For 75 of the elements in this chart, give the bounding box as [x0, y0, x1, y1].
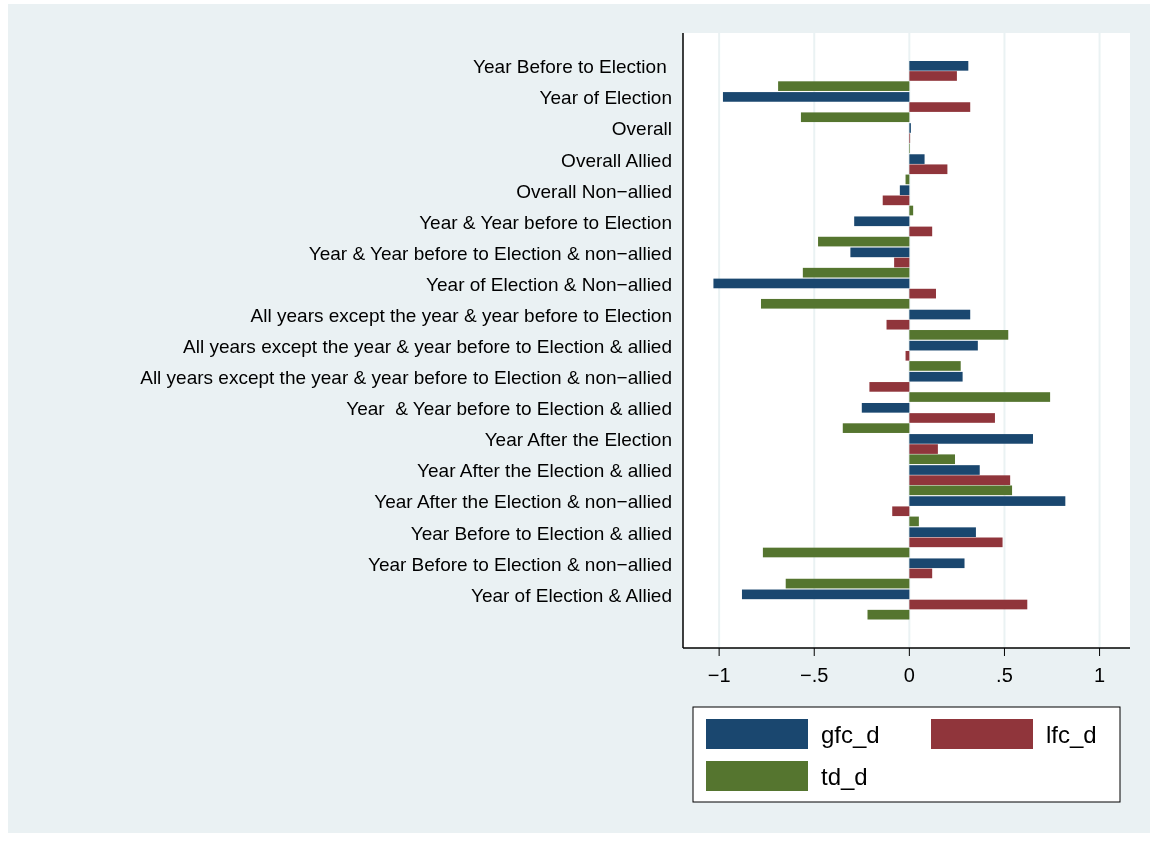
y-tick-label: Year & Year before to Election & non−allied — [308, 242, 672, 264]
bar — [909, 205, 914, 216]
x-tick-label: .5 — [996, 664, 1013, 686]
bar — [909, 288, 936, 299]
bar — [892, 506, 910, 517]
legend-label: gfc_d — [821, 721, 880, 748]
legend-label: td_d — [821, 763, 868, 790]
y-tick-label: Year & Year before to Election — [419, 211, 672, 233]
bar — [909, 413, 995, 423]
bar — [785, 578, 910, 589]
bar — [909, 454, 955, 465]
x-tick-label: −1 — [707, 664, 731, 686]
y-tick-label: Year After the Election & allied — [417, 460, 672, 482]
bar — [909, 340, 978, 351]
y-tick-label: Year After the Election — [484, 429, 672, 451]
bar — [894, 257, 910, 268]
bar — [909, 434, 1033, 444]
bar — [909, 392, 1051, 402]
bar — [818, 236, 910, 247]
bar — [722, 92, 910, 102]
x-tick-label: 0 — [903, 664, 915, 686]
bar — [909, 361, 961, 371]
legend-label: lfc_d — [1046, 721, 1097, 748]
bar — [909, 568, 933, 579]
bar — [909, 485, 1013, 496]
bar — [909, 558, 965, 569]
y-tick-label: Year Before to Election & allied — [410, 522, 672, 544]
bar — [713, 278, 910, 289]
bar — [800, 112, 910, 123]
bar — [909, 527, 976, 538]
bar — [909, 444, 938, 454]
bar — [909, 475, 1011, 485]
y-tick-label: Year of Election & Allied — [470, 584, 672, 606]
bar — [741, 589, 910, 600]
y-tick-label: Year After the Election & non−allied — [374, 491, 672, 513]
bar — [909, 537, 1003, 548]
y-tick-label: All years except the year & year before to Election & allied — [183, 336, 672, 358]
bar — [909, 465, 980, 475]
y-tick-label: Year of Election — [539, 87, 672, 109]
y-tick-label: Overall Allied — [561, 149, 672, 171]
y-tick-label: All years except the year & year before to Election & non−allied — [140, 367, 672, 389]
y-tick-label: Overall Non−allied — [516, 180, 672, 202]
bar — [842, 423, 910, 433]
bar — [899, 185, 910, 196]
bar — [909, 71, 957, 81]
bar — [886, 319, 910, 330]
bar — [909, 371, 963, 382]
y-tick-label: Year Before to Election & non−allied — [367, 553, 672, 575]
bar — [909, 309, 971, 320]
bar — [909, 154, 925, 164]
bar — [909, 61, 969, 71]
bar — [909, 102, 971, 112]
x-tick-label: −.5 — [800, 664, 829, 686]
bar — [909, 330, 1009, 340]
y-tick-label: Year & Year before to Election & allied — [346, 398, 672, 420]
bar — [909, 516, 919, 527]
bar — [762, 547, 910, 558]
bar — [909, 496, 1066, 506]
bar — [861, 402, 910, 413]
y-tick-label: Overall — [611, 118, 672, 140]
y-tick-label: All years except the year & year before to Election — [250, 304, 672, 326]
bar — [867, 609, 910, 620]
bar — [760, 298, 910, 309]
bar — [850, 247, 910, 258]
bar — [882, 195, 910, 206]
y-tick-label: Year of Election & Non−allied — [426, 273, 672, 295]
bar — [869, 382, 910, 392]
y-tick-label: Year Before to Election — [473, 56, 672, 78]
bar — [909, 599, 1028, 610]
x-tick-label: 1 — [1094, 664, 1106, 686]
bar — [909, 226, 933, 237]
bar — [778, 81, 910, 91]
bar — [802, 267, 910, 278]
bar — [909, 164, 948, 175]
bar — [854, 216, 910, 227]
